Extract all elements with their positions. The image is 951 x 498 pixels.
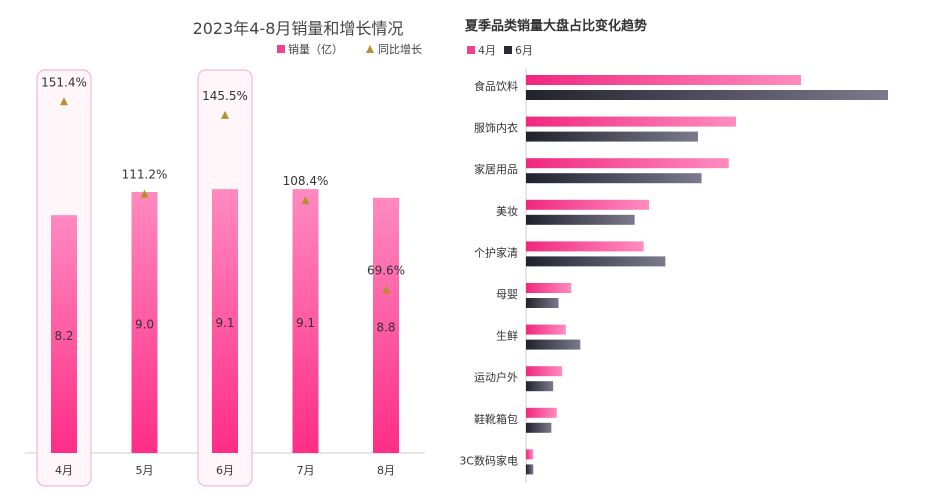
x-tick-label-3: 6月 bbox=[216, 464, 234, 477]
sales-bar-1 bbox=[51, 215, 77, 453]
x-tick-label-4: 7月 bbox=[297, 464, 315, 477]
june-bar-3 bbox=[526, 173, 702, 184]
june-bar-8 bbox=[526, 381, 554, 392]
x-tick-label-2: 5月 bbox=[136, 464, 154, 477]
y-tick-label-9: 鞋靴箱包 bbox=[474, 412, 518, 426]
y-tick-label-1: 食品饮料 bbox=[474, 79, 518, 93]
legend-triangle-growth-icon bbox=[366, 45, 374, 53]
y-tick-label-2: 服饰内衣 bbox=[474, 121, 518, 135]
june-bar-2 bbox=[526, 131, 698, 142]
growth-marker-4 bbox=[301, 196, 310, 205]
growth-label-3: 145.5% bbox=[202, 89, 248, 103]
legend-label-april: 4月 bbox=[478, 44, 496, 57]
april-bar-9 bbox=[526, 407, 557, 418]
sales-value-label-3: 9.1 bbox=[215, 316, 234, 330]
legend-swatch-june bbox=[504, 46, 512, 54]
growth-marker-5 bbox=[382, 285, 390, 294]
y-tick-label-3: 家居用品 bbox=[474, 162, 518, 176]
april-bar-8 bbox=[526, 366, 563, 377]
sales-bar-2 bbox=[131, 192, 158, 453]
legend-label-growth: 同比增长 bbox=[378, 42, 422, 56]
april-bar-2 bbox=[526, 116, 736, 127]
legend-label-sales: 销量（亿） bbox=[288, 42, 343, 56]
june-bar-7 bbox=[526, 339, 581, 350]
sales-bar-5 bbox=[373, 197, 399, 453]
growth-label-1: 151.4% bbox=[41, 75, 87, 89]
sales-value-label-2: 9.0 bbox=[135, 318, 154, 332]
june-bar-1 bbox=[526, 90, 888, 100]
april-bar-6 bbox=[526, 283, 572, 293]
sales-bar-4 bbox=[292, 189, 319, 453]
june-bar-6 bbox=[526, 298, 559, 308]
sales-bar-3 bbox=[212, 189, 238, 453]
y-tick-label-6: 母婴 bbox=[496, 288, 518, 301]
june-bar-10 bbox=[526, 464, 534, 475]
growth-label-4: 108.4% bbox=[283, 174, 329, 188]
sales-value-label-4: 9.1 bbox=[296, 316, 315, 330]
april-bar-4 bbox=[526, 199, 650, 210]
legend-swatch-sales bbox=[277, 45, 285, 53]
growth-label-2: 111.2% bbox=[122, 168, 168, 182]
sales-value-label-5: 8.8 bbox=[376, 320, 395, 334]
left-chart: 8.2 151.4% 4月 9.0 111.2% 5月 9.1 145.5% 6月 9.1 108.… bbox=[36, 69, 405, 487]
june-bar-4 bbox=[526, 214, 635, 225]
growth-label-5: 69.6% bbox=[367, 263, 405, 277]
growth-marker-3 bbox=[221, 110, 229, 119]
y-tick-label-8: 运动户外 bbox=[474, 370, 518, 384]
x-tick-label-1: 4月 bbox=[55, 464, 73, 477]
legend-swatch-april bbox=[467, 46, 475, 54]
april-bar-10 bbox=[526, 449, 534, 460]
left-chart-title: 2023年4-8月销量和增长情况 bbox=[193, 19, 404, 38]
growth-marker-1 bbox=[60, 97, 68, 106]
april-bar-5 bbox=[526, 241, 644, 252]
x-tick-label-5: 8月 bbox=[377, 464, 395, 477]
june-bar-5 bbox=[526, 256, 666, 267]
june-bar-9 bbox=[526, 422, 552, 433]
growth-marker-2 bbox=[140, 189, 149, 198]
y-tick-label-10: 3C数码家电 bbox=[459, 453, 518, 467]
sales-value-label-1: 8.2 bbox=[54, 329, 73, 343]
legend-label-june: 6月 bbox=[515, 44, 533, 57]
y-tick-label-4: 美妆 bbox=[496, 205, 518, 218]
right-chart-title: 夏季品类销量大盘占比变化趋势 bbox=[464, 18, 647, 34]
y-tick-label-7: 生鲜 bbox=[496, 329, 518, 343]
april-bar-3 bbox=[526, 158, 729, 169]
y-tick-label-5: 个护家清 bbox=[474, 245, 518, 259]
april-bar-7 bbox=[526, 324, 566, 335]
april-bar-1 bbox=[526, 75, 802, 85]
